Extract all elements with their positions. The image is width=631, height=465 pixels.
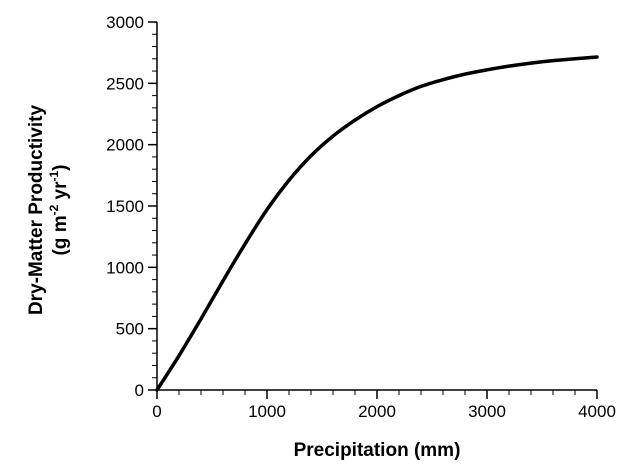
y-tick-label: 2000: [106, 136, 144, 155]
y-tick-label: 3000: [106, 13, 144, 32]
y-axis-unit-exp2: -1: [47, 170, 61, 181]
y-axis-title-line1: Dry-Matter Productivity: [26, 105, 47, 316]
y-tick-label: 0: [135, 381, 144, 400]
y-axis-unit-mid: yr: [50, 181, 71, 205]
x-tick-label: 1000: [248, 402, 286, 421]
x-tick-label: 0: [152, 402, 161, 421]
y-axis-unit-open: (g m: [50, 215, 71, 255]
axes: [156, 22, 597, 391]
x-tick-label: 4000: [578, 402, 616, 421]
x-tick-label: 2000: [358, 402, 396, 421]
y-axis-title-line2: (g m-2 yr-1): [47, 164, 71, 255]
series-layer: [155, 55, 599, 392]
x-tick-label: 3000: [468, 402, 506, 421]
y-tick-label: 2500: [106, 74, 144, 93]
ticks: [148, 21, 598, 399]
y-tick-label: 500: [116, 320, 144, 339]
y-tick-label: 1500: [106, 197, 144, 216]
y-axis-unit-close: ): [50, 164, 71, 170]
tick-labels: 0 500 1000 1500 2000 2500 3000 0 1000 2000 3000 400…: [106, 13, 616, 421]
y-tick-label: 1000: [106, 258, 144, 277]
y-axis-unit-exp1: -2: [47, 204, 61, 215]
series-line: [155, 55, 599, 392]
x-axis-title: Precipitation (mm): [294, 440, 461, 461]
